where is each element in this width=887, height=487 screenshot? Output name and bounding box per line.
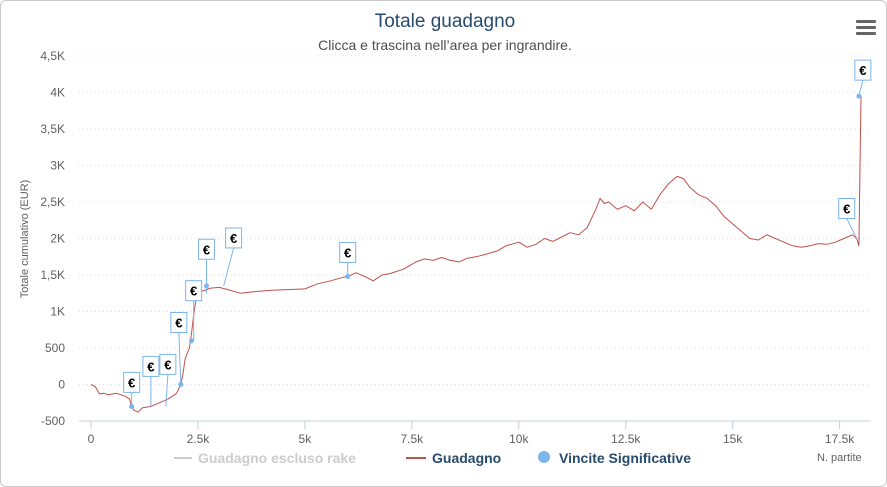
- vincita-flag[interactable]: €: [223, 227, 243, 287]
- y-tick-label: 2,5K: [40, 195, 65, 209]
- vincita-flag[interactable]: €: [142, 355, 160, 407]
- legend-item-escluso-rake[interactable]: Guadagno escluso rake: [174, 450, 356, 466]
- x-tick-label: 5k: [299, 432, 313, 446]
- flag-label: €: [164, 357, 171, 372]
- flag-label: €: [190, 284, 197, 299]
- flag-label: €: [344, 245, 351, 260]
- flag-label: €: [203, 242, 210, 257]
- legend-label-escluso-rake: Guadagno escluso rake: [198, 450, 356, 466]
- x-axis-label: N. partite: [817, 452, 862, 464]
- vincita-flag[interactable]: €: [159, 353, 177, 407]
- vincita-flag[interactable]: €: [838, 198, 858, 239]
- legend-item-vincite[interactable]: Vincite Significative: [538, 450, 691, 466]
- vincita-flag[interactable]: €: [854, 59, 872, 97]
- legend-label-guadagno: Guadagno: [432, 450, 501, 466]
- y-tick-label: 3,5K: [40, 122, 65, 136]
- y-tick-label: 1,5K: [40, 268, 65, 282]
- x-tick-label: 15k: [723, 432, 743, 446]
- vincita-flag[interactable]: €: [339, 241, 357, 277]
- grid: [79, 55, 871, 385]
- vincita-flag[interactable]: €: [170, 312, 188, 385]
- flag-label: €: [859, 63, 866, 78]
- hamburger-menu-icon[interactable]: [853, 15, 877, 39]
- x-tick-label: 10k: [509, 432, 529, 446]
- legend-item-guadagno[interactable]: Guadagno: [406, 450, 501, 466]
- y-tick-label: -500: [41, 414, 65, 428]
- x-tick-label: 0: [88, 432, 95, 446]
- flag-label: €: [230, 231, 237, 246]
- legend-label-vincite: Vincite Significative: [559, 450, 691, 466]
- flag-label: €: [175, 316, 182, 331]
- flag-label: €: [843, 202, 850, 217]
- y-tick-label: 2K: [50, 232, 65, 246]
- vincite-point[interactable]: [189, 338, 195, 344]
- axes: -500 0 500 1K 1,5K 2K 2,5K 3K 3,5K 4K 4,5K 0 2.5k 5k 7…: [40, 49, 871, 446]
- chart-subtitle: Clicca e trascina nell’area per ingrandi…: [318, 37, 572, 53]
- vincita-flag[interactable]: €: [123, 371, 141, 407]
- y-tick-label: 0: [58, 378, 65, 392]
- flag-label: €: [147, 359, 154, 374]
- vincita-flag[interactable]: €: [185, 280, 203, 341]
- y-tick-label: 4K: [50, 86, 65, 100]
- flags-layer: € € € € € € € € € €: [123, 59, 872, 407]
- x-tick-label: 17.5k: [825, 432, 855, 446]
- series-line-guadagno[interactable]: [90, 96, 862, 413]
- y-tick-label: 3K: [50, 159, 65, 173]
- y-tick-label: 1K: [50, 305, 65, 319]
- chart-title: Totale guadagno: [375, 11, 516, 32]
- legend: Guadagno escluso rake Guadagno Vincite S…: [174, 450, 691, 466]
- x-tick-label: 7.5k: [400, 432, 424, 446]
- x-tick-label: 2.5k: [187, 432, 211, 446]
- vincita-flag[interactable]: €: [198, 238, 215, 294]
- y-tick-label: 4,5K: [40, 49, 65, 63]
- x-tick-label: 12.5k: [611, 432, 641, 446]
- y-axis-label: Totale cumulativo (EUR): [19, 180, 31, 299]
- y-tick-label: 500: [45, 341, 65, 355]
- flag-label: €: [128, 375, 135, 390]
